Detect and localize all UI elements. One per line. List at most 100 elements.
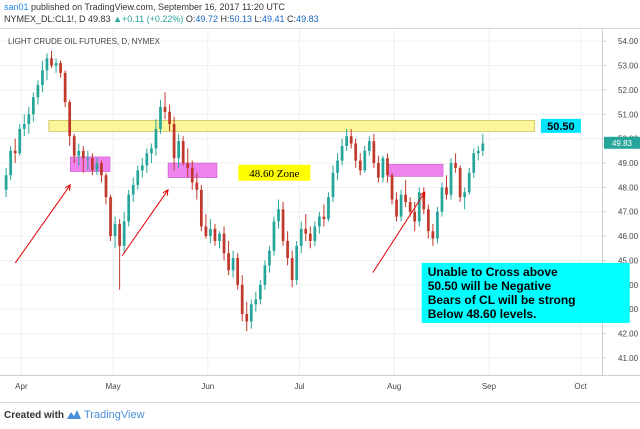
candle-body [45, 58, 49, 71]
candle-body [463, 192, 467, 198]
candle-body [245, 314, 249, 322]
note-line: Below 48.60 levels. [428, 307, 537, 321]
resistance-band [48, 120, 536, 132]
candle-body [422, 192, 426, 210]
last-price-tag: 49.83 [612, 139, 633, 148]
arrow-head [419, 191, 426, 199]
candle-body [140, 165, 144, 171]
y-tick-label: 46.00 [618, 232, 639, 241]
y-tick-label: 45.00 [618, 256, 639, 265]
candle-body [481, 143, 485, 151]
candle-body [95, 163, 99, 171]
x-tick-label: Sep [482, 382, 497, 391]
y-tick-label: 41.00 [618, 354, 639, 363]
candle-body [367, 141, 371, 151]
candle-body [27, 114, 31, 125]
candle-body [263, 265, 267, 285]
candle-body [77, 150, 81, 156]
x-tick-label: Jul [294, 382, 304, 391]
candle-body [4, 175, 8, 190]
last-price-tag-bg [604, 136, 640, 149]
candle-body [249, 304, 253, 322]
ohlc-h-value: 50.13 [229, 14, 252, 24]
candle-body [277, 209, 280, 222]
candle-body [204, 226, 208, 237]
candle-body [395, 199, 398, 217]
candle-body [254, 299, 258, 305]
symbol-line: NYMEX_DL:CL1!, D 49.83 ▲+0.11 (+0.22%) O… [4, 14, 319, 24]
candle-body [386, 158, 389, 176]
change-text: ▲+0.11 (+0.22%) [113, 14, 184, 24]
candle-body [390, 175, 394, 200]
candle-body [41, 70, 44, 86]
candlestick-chart[interactable]: 54.0053.0052.0051.0050.0049.0048.0047.00… [0, 29, 640, 403]
candle-body [417, 192, 421, 222]
candle-body [131, 184, 135, 195]
candle-body [199, 189, 203, 227]
arrow-line [121, 189, 169, 256]
candle-body [454, 163, 457, 168]
x-tick-label: Apr [15, 382, 28, 391]
candle-body [100, 163, 103, 176]
tradingview-logo-icon [67, 410, 81, 419]
ohlc-o-label: O: [185, 14, 196, 24]
candle-body [363, 150, 367, 171]
candle-body [22, 124, 26, 129]
candle-body [236, 258, 240, 285]
candle-body [9, 150, 13, 176]
candle-body [181, 141, 185, 164]
candle-body [413, 211, 417, 222]
candle-body [281, 209, 285, 241]
chart-title: LIGHT CRUDE OIL FUTURES, D, NYMEX [8, 37, 161, 46]
candle-body [345, 136, 348, 146]
published-text: published on TradingView.com, September … [28, 2, 285, 12]
candle-body [286, 240, 289, 259]
candle-body [318, 216, 321, 227]
ohlc-c-label: C: [284, 14, 297, 24]
arrow-head [162, 188, 169, 196]
candle-body [190, 167, 194, 183]
arrow-line [14, 184, 71, 264]
y-tick-label: 52.00 [618, 86, 639, 95]
created-with-text: Created with [4, 410, 65, 421]
candle-body [63, 72, 67, 103]
candle-body [36, 85, 40, 98]
y-tick-label: 42.00 [618, 330, 639, 339]
note-line: Bears of CL will be strong [428, 293, 576, 307]
candle-body [118, 223, 121, 246]
candle-body [449, 163, 453, 195]
y-tick-label: 53.00 [618, 62, 639, 71]
candle-body [404, 194, 408, 202]
author-link[interactable]: san01 [4, 2, 29, 12]
chart-frame[interactable]: 54.0053.0052.0051.0050.0049.0048.0047.00… [0, 28, 640, 403]
candle-body [377, 163, 380, 178]
candle-body [186, 163, 190, 168]
candle-body [150, 148, 153, 154]
support-zone [69, 156, 111, 172]
candle-body [467, 172, 471, 193]
note-line: 50.50 will be Negative [428, 279, 552, 293]
candle-body [258, 284, 262, 300]
candle-body [227, 253, 230, 271]
candle-body [322, 216, 326, 220]
y-tick-label: 49.00 [618, 159, 639, 168]
close-value: 49.83 [88, 14, 111, 24]
candle-body [340, 145, 344, 161]
candle-body [399, 194, 403, 217]
candle-body [381, 158, 385, 178]
candle-body [222, 233, 226, 254]
candle-body [268, 250, 271, 266]
arrow-head [64, 184, 71, 191]
candle-body [122, 221, 126, 246]
publish-line: san01 published on TradingView.com, Sept… [4, 2, 285, 12]
y-tick-label: 47.00 [618, 208, 639, 217]
ohlc-l-value: 49.41 [262, 14, 285, 24]
candle-body [109, 197, 112, 237]
candle-body [308, 233, 312, 241]
candle-body [159, 106, 162, 129]
candle-body [349, 136, 353, 144]
candle-body [313, 226, 317, 241]
tradingview-brand[interactable]: TradingView [84, 409, 145, 421]
zone-label-bg [238, 164, 311, 181]
candle-body [290, 258, 294, 280]
